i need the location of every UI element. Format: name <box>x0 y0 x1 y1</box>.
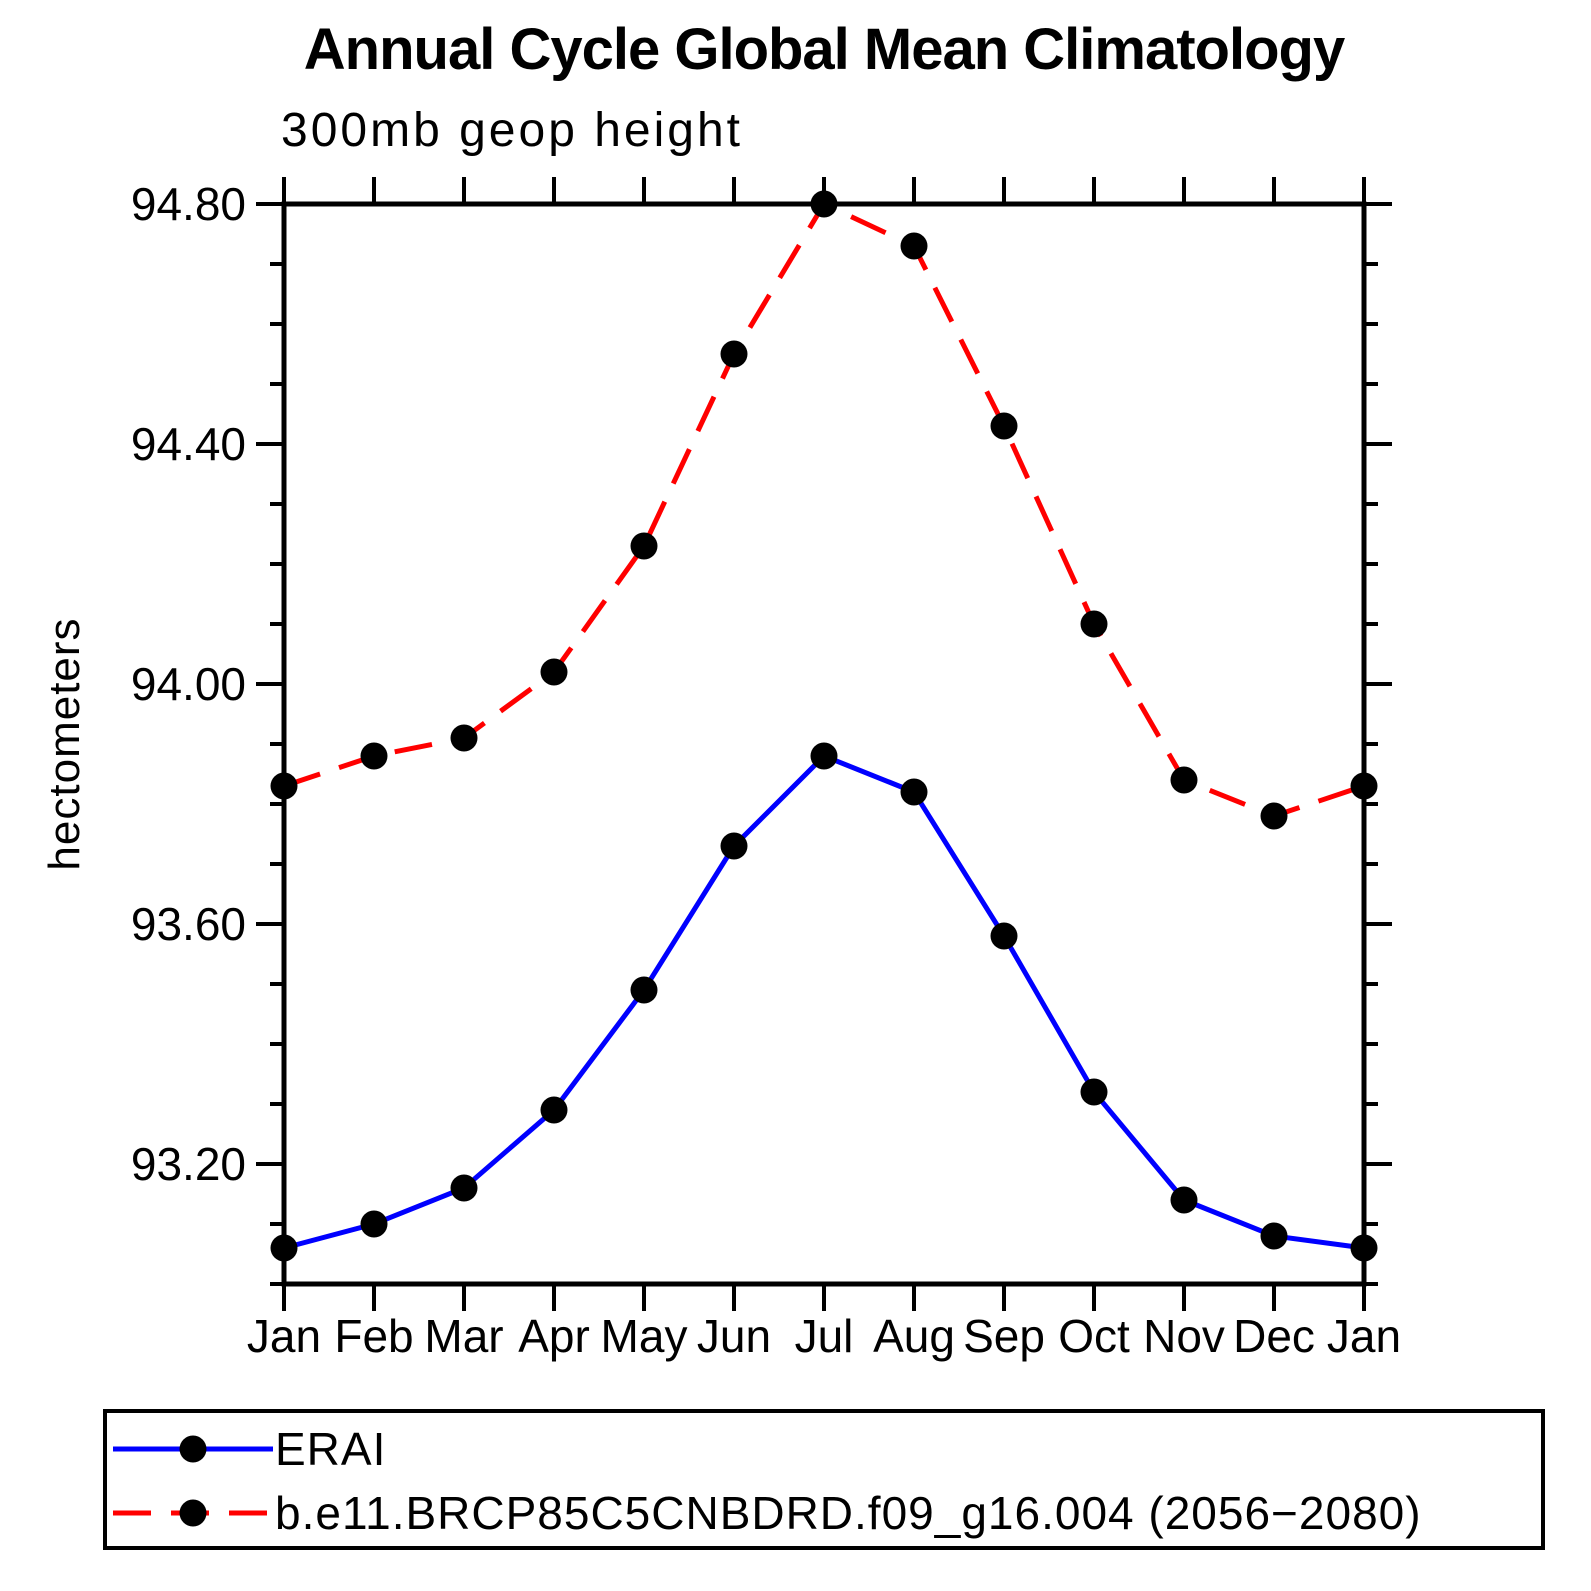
svg-text:Jul: Jul <box>795 1310 854 1362</box>
svg-text:Mar: Mar <box>424 1310 503 1362</box>
svg-text:Feb: Feb <box>334 1310 413 1362</box>
svg-text:94.80: 94.80 <box>131 178 246 230</box>
svg-text:Apr: Apr <box>518 1310 590 1362</box>
svg-text:Jan: Jan <box>1327 1310 1401 1362</box>
svg-text:Nov: Nov <box>1143 1310 1225 1362</box>
svg-text:93.60: 93.60 <box>131 898 246 950</box>
svg-text:Dec: Dec <box>1233 1310 1315 1362</box>
legend-row-model: b.e11.BRCP85C5CNBDRD.f09_g16.004 (2056−2… <box>111 1481 1541 1545</box>
svg-text:Oct: Oct <box>1058 1310 1130 1362</box>
model-line-sample-icon <box>113 1499 273 1527</box>
legend: ERAI b.e11.BRCP85C5CNBDRD.f09_g16.004 (2… <box>103 1409 1545 1550</box>
erai-line-sample-icon <box>113 1435 273 1463</box>
svg-text:94.40: 94.40 <box>131 418 246 470</box>
svg-text:May: May <box>601 1310 688 1362</box>
svg-text:Sep: Sep <box>963 1310 1045 1362</box>
svg-text:Jan: Jan <box>247 1310 321 1362</box>
legend-row-erai: ERAI <box>111 1417 1541 1481</box>
svg-text:Jun: Jun <box>697 1310 771 1362</box>
chart-title: Annual Cycle Global Mean Climatology <box>303 17 1345 82</box>
legend-label-model: b.e11.BRCP85C5CNBDRD.f09_g16.004 (2056−2… <box>275 1487 1422 1539</box>
svg-text:Aug: Aug <box>873 1310 955 1362</box>
chart-subtitle: 300mb geop height <box>281 104 743 157</box>
svg-text:93.20: 93.20 <box>131 1138 246 1190</box>
svg-text:94.00: 94.00 <box>131 658 246 710</box>
legend-label-erai: ERAI <box>275 1423 387 1475</box>
